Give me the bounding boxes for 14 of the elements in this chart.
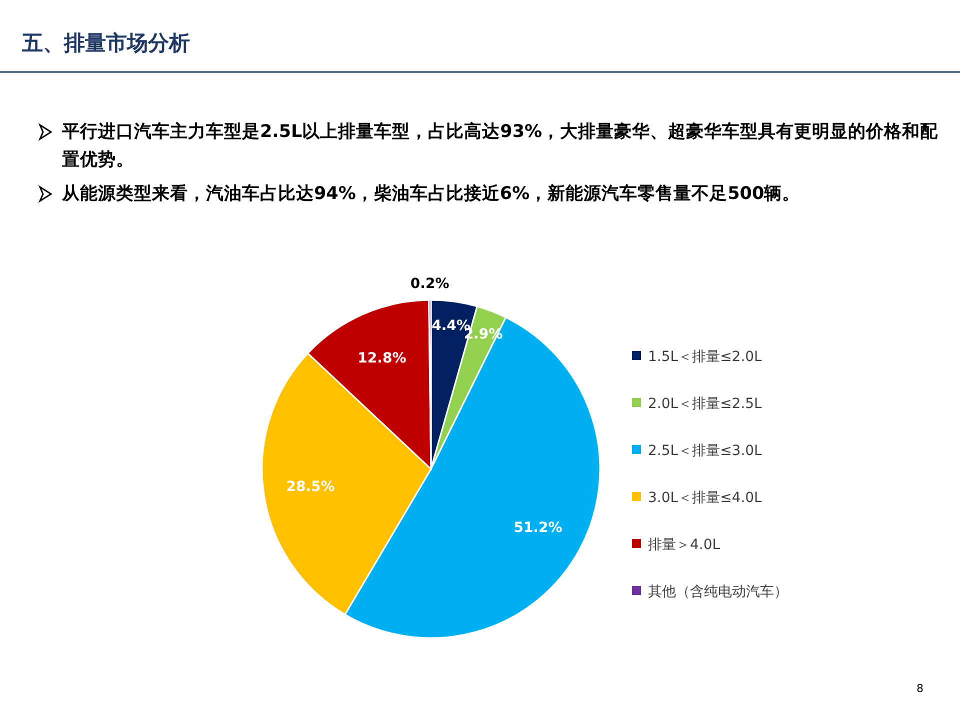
legend-label: 1.5L＜排量≤2.0L bbox=[648, 349, 762, 365]
text: 平行进口汽车主力车型是2.5L以上排量车型，占比高达93%，大排量豪华、超豪华车型具有更明显的价格和配置优势。 bbox=[62, 120, 940, 172]
legend-label: 3.0L＜排量≤4.0L bbox=[648, 490, 762, 506]
data-label: 0.2% bbox=[410, 276, 450, 292]
data-label: 51.2% bbox=[514, 520, 562, 536]
legend-label: 其他（含纯电动汽车） bbox=[648, 584, 788, 600]
legend-label: 排量＞4.0L bbox=[648, 537, 720, 553]
data-label: 12.8% bbox=[358, 350, 406, 367]
legend-label: 2.5L＜排量≤3.0L bbox=[648, 443, 762, 459]
legend-label: 2.0L＜排量≤2.5L bbox=[648, 396, 762, 412]
data-label: 28.5% bbox=[286, 479, 335, 496]
chart-title: 五、排量市场分析 bbox=[21, 31, 190, 55]
text: 从能源类型来看，汽油车占比达94%，柴油车占比接近6%，新能源汽车零售量不足500辆。 bbox=[62, 182, 802, 206]
text: 8 bbox=[916, 682, 924, 695]
